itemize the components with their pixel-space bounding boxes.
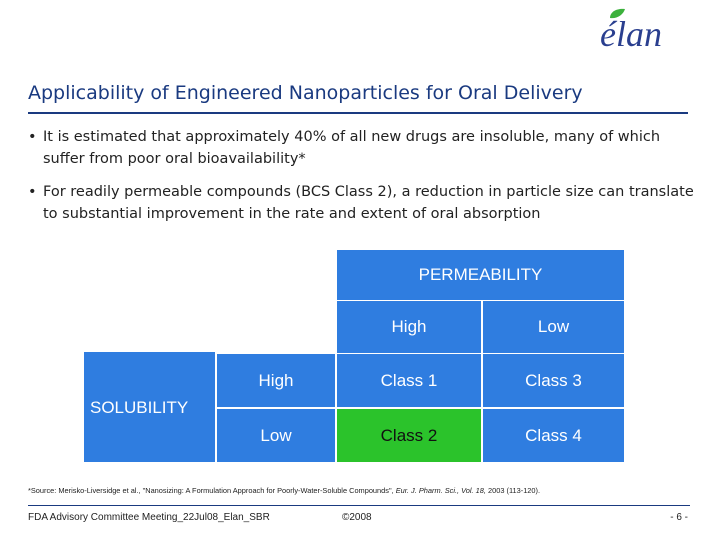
logo-text: élan (600, 14, 662, 50)
solubility-low: Low (217, 409, 335, 462)
class-2-cell: Class 2 (337, 409, 481, 462)
bullet-icon: • (28, 184, 37, 200)
footer-meeting-label: FDA Advisory Committee Meeting_22Jul08_E… (28, 512, 270, 523)
source-journal: Eur. J. Pharm. Sci., Vol. 18, (395, 486, 486, 495)
class-1-cell: Class 1 (337, 354, 481, 407)
source-note: *Source: Merisko-Liversidge et al., "Nan… (28, 486, 540, 495)
bullet-text: It is estimated that approximately 40% o… (43, 129, 661, 167)
solubility-high: High (217, 354, 335, 407)
footer-copyright: ©2008 (342, 512, 372, 523)
source-suffix: 2003 (113-120). (485, 486, 541, 495)
bullet-text: For readily permeable compounds (BCS Cla… (43, 184, 694, 222)
bullet-item: • It is estimated that approximately 40%… (26, 126, 696, 170)
page-number: - 6 - (670, 512, 688, 523)
source-prefix: *Source: Merisko-Liversidge et al., "Nan… (28, 486, 396, 495)
permeability-high: High (337, 301, 481, 353)
class-4-cell: Class 4 (483, 409, 624, 462)
page-title: Applicability of Engineered Nanoparticle… (28, 82, 583, 104)
bullet-icon: • (28, 129, 37, 145)
permeability-header: PERMEABILITY (337, 250, 624, 300)
permeability-low: Low (483, 301, 624, 353)
bullet-list: • It is estimated that approximately 40%… (26, 126, 696, 236)
solubility-header: SOLUBILITY (84, 352, 215, 462)
title-underline (28, 112, 688, 114)
bullet-item: • For readily permeable compounds (BCS C… (26, 181, 696, 225)
logo-leaf-icon (610, 8, 625, 19)
elan-logo: élan (600, 8, 662, 50)
class-3-cell: Class 3 (483, 354, 624, 407)
footer-divider (28, 505, 690, 506)
